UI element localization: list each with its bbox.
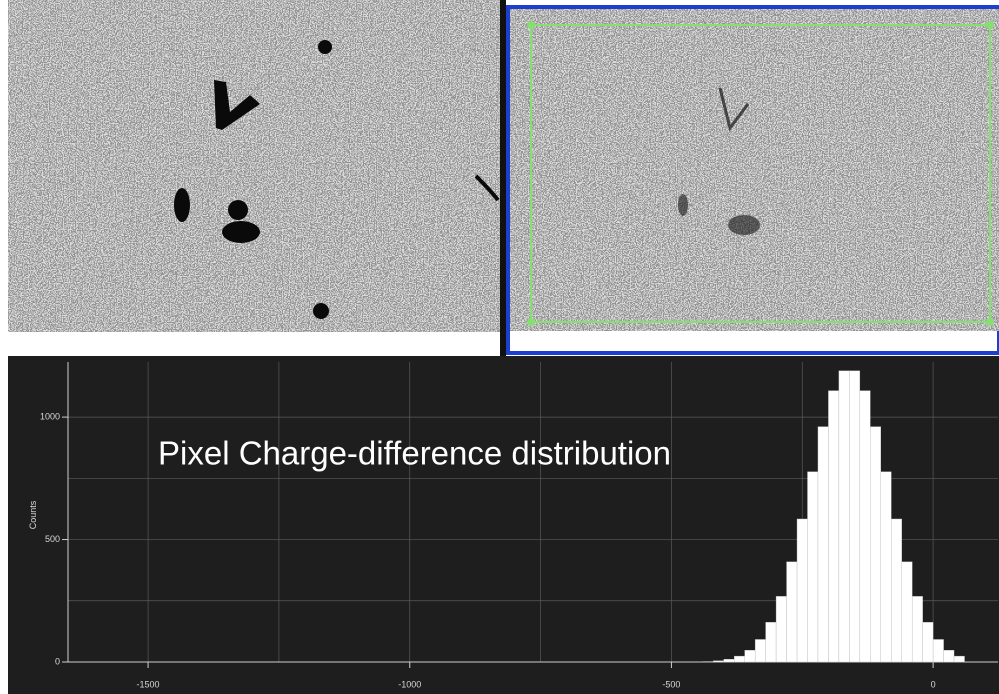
histogram-bar	[723, 659, 735, 663]
blob	[222, 221, 260, 243]
y-tick-label: 1000	[40, 411, 60, 421]
histogram-bar	[880, 471, 892, 663]
histogram-bar	[922, 622, 934, 663]
blob	[318, 40, 332, 54]
histogram-bar	[828, 390, 840, 663]
blob	[678, 194, 688, 216]
y-tick-label: 500	[45, 534, 60, 544]
x-tick-label: -500	[662, 679, 680, 689]
blob	[214, 80, 260, 130]
x-tick-label: -1500	[137, 679, 160, 689]
histogram-bar	[891, 518, 902, 663]
blob	[228, 200, 248, 220]
histogram-bar	[838, 370, 850, 663]
histogram-bar	[754, 639, 766, 663]
blob	[718, 87, 750, 132]
blob	[474, 174, 500, 202]
blob	[728, 215, 760, 235]
histogram-bar	[807, 471, 819, 663]
histogram-bar	[943, 650, 955, 663]
roi-handle[interactable]	[986, 21, 994, 29]
histogram-bar	[775, 596, 787, 663]
histogram-bar	[765, 622, 777, 663]
right-image	[506, 5, 999, 355]
blob	[174, 188, 190, 222]
histogram-bar	[870, 426, 881, 663]
histogram-bar	[849, 370, 861, 663]
x-tick-label: -1000	[398, 679, 421, 689]
divider	[500, 0, 506, 356]
histogram-bar	[786, 561, 798, 663]
histogram-bar	[901, 561, 913, 663]
left-image	[8, 0, 500, 332]
histogram-bar	[744, 650, 756, 663]
histogram-bar	[734, 655, 745, 663]
roi-handle[interactable]	[527, 21, 535, 29]
roi-rectangle[interactable]	[530, 24, 991, 323]
histogram-bar	[859, 390, 871, 663]
roi-handle[interactable]	[986, 318, 994, 326]
histogram-bar	[713, 660, 724, 663]
blob	[313, 303, 329, 319]
histogram-bar	[911, 596, 923, 663]
annotation: Pixel Charge-difference distribution	[158, 435, 671, 472]
histogram-bar	[796, 518, 808, 663]
histogram-bar	[817, 426, 829, 663]
roi-handle[interactable]	[527, 318, 535, 326]
y-axis-label: Counts	[28, 500, 38, 529]
histogram-bar	[932, 639, 944, 663]
noise-image	[8, 0, 500, 332]
x-tick-label: 0	[931, 679, 936, 689]
noise-image	[510, 9, 999, 331]
histogram-bar	[953, 655, 965, 663]
histogram-plot: -1500 -1000 -500 0 0 500 1000	[40, 362, 998, 689]
y-tick-label: 0	[55, 656, 60, 666]
